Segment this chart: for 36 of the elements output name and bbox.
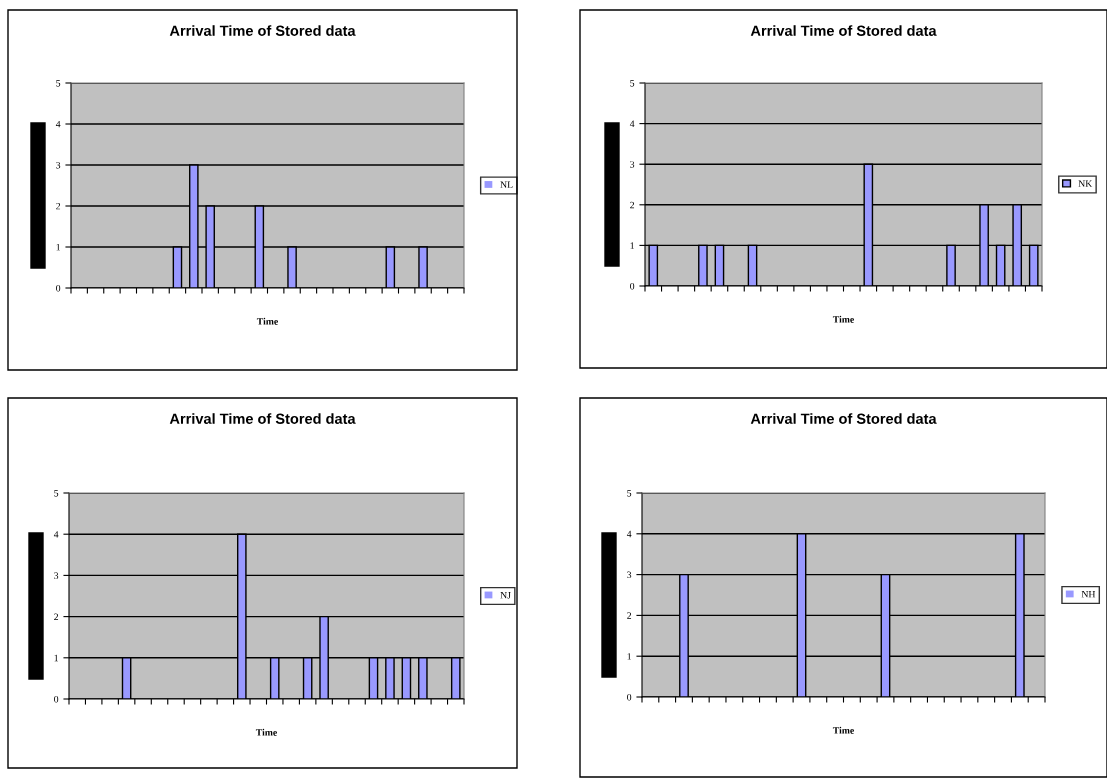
x-axis-title: Time (832, 315, 854, 323)
y-tick-label: 1 (56, 243, 60, 251)
x-axis-title: Time (832, 726, 854, 734)
y-tick-label: 2 (630, 201, 635, 209)
y-tick-label: 5 (627, 490, 632, 497)
y-tick-label: 4 (53, 531, 59, 538)
chart-title: Arrival Time of Stored data (169, 413, 356, 424)
y-tick-label: 5 (630, 80, 635, 87)
y-tick-label: 0 (630, 282, 635, 290)
legend-label: NH (1081, 591, 1096, 598)
chart-title: Arrival Time of Stored data (750, 25, 937, 36)
y-tick-label: 0 (627, 693, 632, 701)
y-tick-label: 3 (627, 571, 632, 579)
y-tick-label: 0 (56, 284, 61, 292)
y-tick-label: 3 (630, 161, 635, 168)
y-tick-label: 4 (626, 530, 632, 538)
legend-label: NK (1078, 180, 1093, 187)
y-tick-label: 1 (627, 653, 631, 660)
chart-title: Arrival Time of Stored data (169, 25, 356, 36)
x-axis-title: Time (256, 317, 278, 325)
y-tick-label: 3 (56, 161, 61, 169)
y-tick-label: 4 (629, 120, 635, 127)
y-tick-label: 3 (54, 572, 59, 579)
legend-label: NL (500, 181, 513, 188)
y-tick-label: 1 (630, 242, 634, 249)
y-tick-label: 5 (54, 490, 59, 497)
y-tick-label: 1 (54, 654, 58, 662)
y-tick-label: 0 (54, 695, 59, 703)
x-axis-title: Time (255, 728, 277, 736)
y-tick-label: 2 (54, 613, 59, 620)
chart-title: Arrival Time of Stored data (750, 413, 937, 424)
y-tick-label: 2 (56, 202, 61, 210)
legend-label: NJ (500, 592, 511, 599)
y-tick-label: 2 (627, 612, 632, 619)
y-tick-label: 4 (55, 120, 61, 128)
y-tick-label: 5 (56, 80, 61, 87)
